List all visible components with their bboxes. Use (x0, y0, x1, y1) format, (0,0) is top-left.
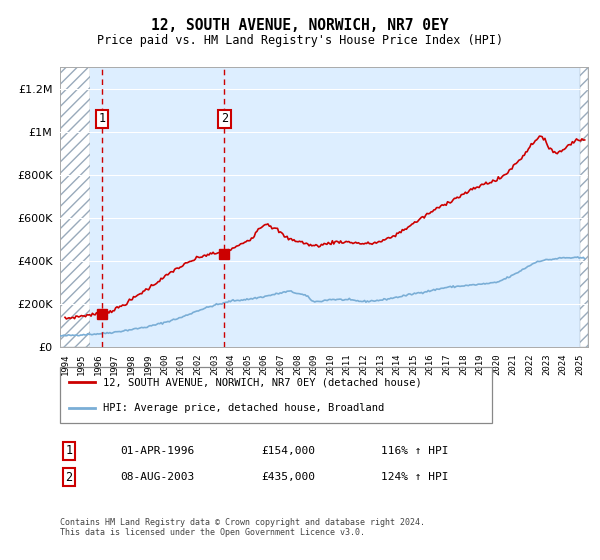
Text: 1: 1 (65, 444, 73, 458)
Text: 1: 1 (99, 113, 106, 125)
Text: Price paid vs. HM Land Registry's House Price Index (HPI): Price paid vs. HM Land Registry's House … (97, 34, 503, 48)
Text: 116% ↑ HPI: 116% ↑ HPI (381, 446, 449, 456)
Bar (90, 67, 236, 347)
Bar (60, 67, 90, 347)
Bar (580, 67, 588, 347)
Text: £154,000: £154,000 (261, 446, 315, 456)
Text: 2: 2 (221, 113, 228, 125)
Text: 08-AUG-2003: 08-AUG-2003 (120, 472, 194, 482)
Text: £435,000: £435,000 (261, 472, 315, 482)
Text: 12, SOUTH AVENUE, NORWICH, NR7 0EY (detached house): 12, SOUTH AVENUE, NORWICH, NR7 0EY (deta… (103, 377, 422, 388)
Text: Contains HM Land Registry data © Crown copyright and database right 2024.
This d: Contains HM Land Registry data © Crown c… (60, 518, 425, 538)
Text: 124% ↑ HPI: 124% ↑ HPI (381, 472, 449, 482)
Text: 12, SOUTH AVENUE, NORWICH, NR7 0EY: 12, SOUTH AVENUE, NORWICH, NR7 0EY (151, 18, 449, 32)
Text: HPI: Average price, detached house, Broadland: HPI: Average price, detached house, Broa… (103, 403, 385, 413)
Text: 2: 2 (65, 470, 73, 484)
Text: 01-APR-1996: 01-APR-1996 (120, 446, 194, 456)
